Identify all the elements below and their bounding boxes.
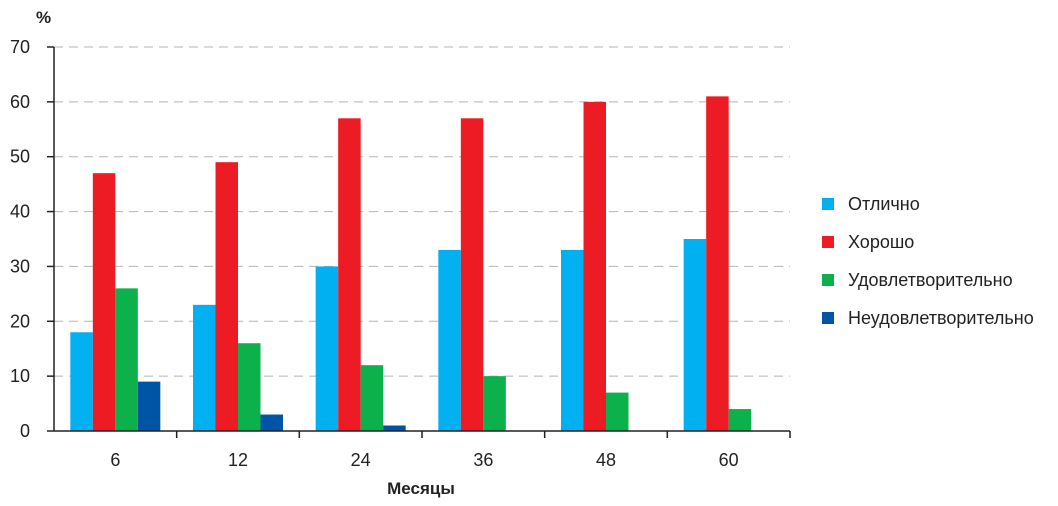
- bar: [683, 239, 707, 431]
- bar: [215, 162, 238, 431]
- y-tick-label: 0: [20, 421, 30, 441]
- legend-item-good: Хорошо: [822, 230, 1034, 254]
- y-tick-label: 10: [10, 366, 30, 386]
- x-tick-label: 12: [228, 450, 248, 470]
- bar: [561, 249, 584, 431]
- legend-swatch-excellent: [822, 198, 834, 210]
- y-tick-labels: 0 10 20 30 40 50 60 70: [10, 37, 30, 441]
- legend-swatch-unsatisfactory: [822, 312, 834, 324]
- y-tick-label: 20: [10, 311, 30, 331]
- bar: [238, 343, 261, 431]
- x-axis-title: Месяцы: [387, 479, 455, 498]
- bar: [315, 266, 339, 431]
- x-tick-label: 60: [719, 450, 739, 470]
- bar: [338, 118, 361, 432]
- x-tick-label: 24: [351, 450, 371, 470]
- y-tick-label: 60: [10, 92, 30, 112]
- y-tick-label: 30: [10, 256, 30, 276]
- bar: [460, 118, 484, 432]
- bar: [70, 332, 93, 431]
- x-tick-label: 6: [110, 450, 120, 470]
- legend-item-satisfactory: Удовлетворительно: [822, 268, 1034, 292]
- grid-lines: [54, 46, 790, 377]
- bar: [583, 101, 606, 431]
- legend-label-satisfactory: Удовлетворительно: [848, 269, 1013, 290]
- y-axis-title: %: [36, 8, 51, 27]
- bar: [137, 381, 161, 431]
- bar: [115, 288, 138, 431]
- bar: [360, 365, 384, 431]
- y-tick-label: 40: [10, 202, 30, 222]
- bar: [193, 304, 216, 431]
- legend-swatch-satisfactory: [822, 274, 834, 286]
- legend-item-unsatisfactory: Неудовлетворительно: [822, 306, 1034, 330]
- axes: [47, 46, 791, 438]
- legend-swatch-good: [822, 236, 834, 248]
- bar: [92, 173, 116, 431]
- bar: [483, 376, 506, 431]
- legend: Отлично Хорошо Удовлетворительно Неудовл…: [822, 192, 1034, 344]
- bar: [260, 414, 283, 431]
- legend-label-unsatisfactory: Неудовлетворительно: [848, 307, 1034, 328]
- legend-item-excellent: Отлично: [822, 192, 1034, 216]
- bar: [606, 392, 629, 431]
- y-tick-label: 70: [10, 37, 30, 57]
- y-tick-label: 50: [10, 147, 30, 167]
- bar: [383, 425, 406, 431]
- x-tick-label: 36: [473, 450, 493, 470]
- x-tick-labels: 6 12 24 36 48 60: [110, 450, 738, 470]
- legend-label-excellent: Отлично: [848, 193, 920, 214]
- legend-label-good: Хорошо: [848, 231, 915, 252]
- bars: [70, 96, 752, 432]
- bar: [706, 96, 729, 431]
- bar: [728, 409, 752, 431]
- x-tick-label: 48: [596, 450, 616, 470]
- bar: [438, 249, 461, 431]
